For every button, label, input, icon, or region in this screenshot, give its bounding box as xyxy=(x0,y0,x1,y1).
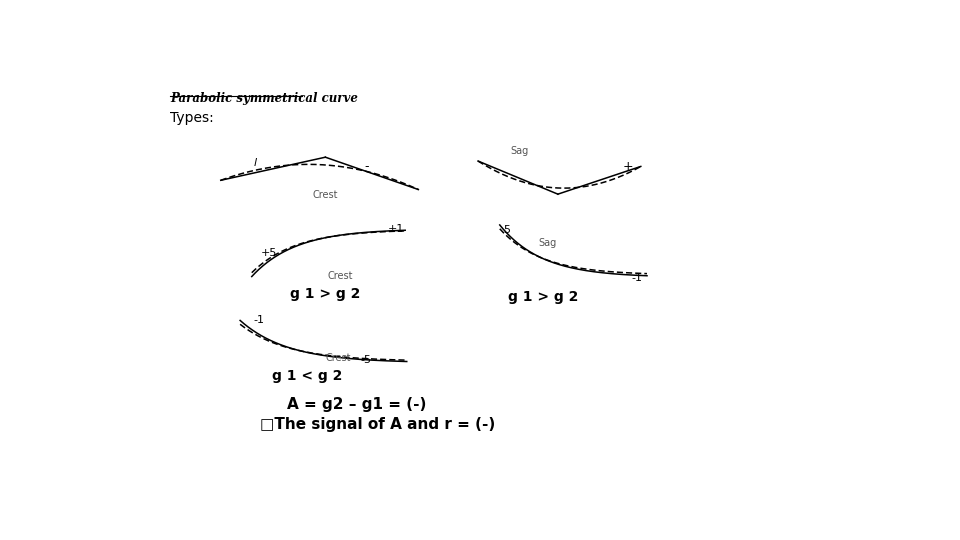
Text: -: - xyxy=(364,160,369,173)
Text: A = g2 – g1 = (-): A = g2 – g1 = (-) xyxy=(287,397,426,413)
Text: +1: +1 xyxy=(388,224,404,234)
Text: g 1 < g 2: g 1 < g 2 xyxy=(272,369,343,383)
Text: Sag: Sag xyxy=(511,146,529,156)
Text: -5: -5 xyxy=(360,355,372,365)
Text: Sag: Sag xyxy=(539,239,557,248)
Text: g 1 > g 2: g 1 > g 2 xyxy=(508,289,578,303)
Text: 5: 5 xyxy=(503,225,510,235)
Text: g 1 > g 2: g 1 > g 2 xyxy=(291,287,361,301)
Text: +5: +5 xyxy=(261,248,277,259)
Text: Crest: Crest xyxy=(312,190,338,200)
Text: -1: -1 xyxy=(632,273,642,283)
Text: Crest: Crest xyxy=(327,271,353,281)
Text: Crest: Crest xyxy=(325,353,350,363)
Text: -1: -1 xyxy=(253,315,264,326)
Text: □The signal of A and r = (-): □The signal of A and r = (-) xyxy=(259,417,494,431)
Text: +: + xyxy=(622,160,633,173)
Text: Parabolic symmetrical curve: Parabolic symmetrical curve xyxy=(170,92,358,105)
Text: Types:: Types: xyxy=(170,111,214,125)
Text: l: l xyxy=(253,158,256,167)
